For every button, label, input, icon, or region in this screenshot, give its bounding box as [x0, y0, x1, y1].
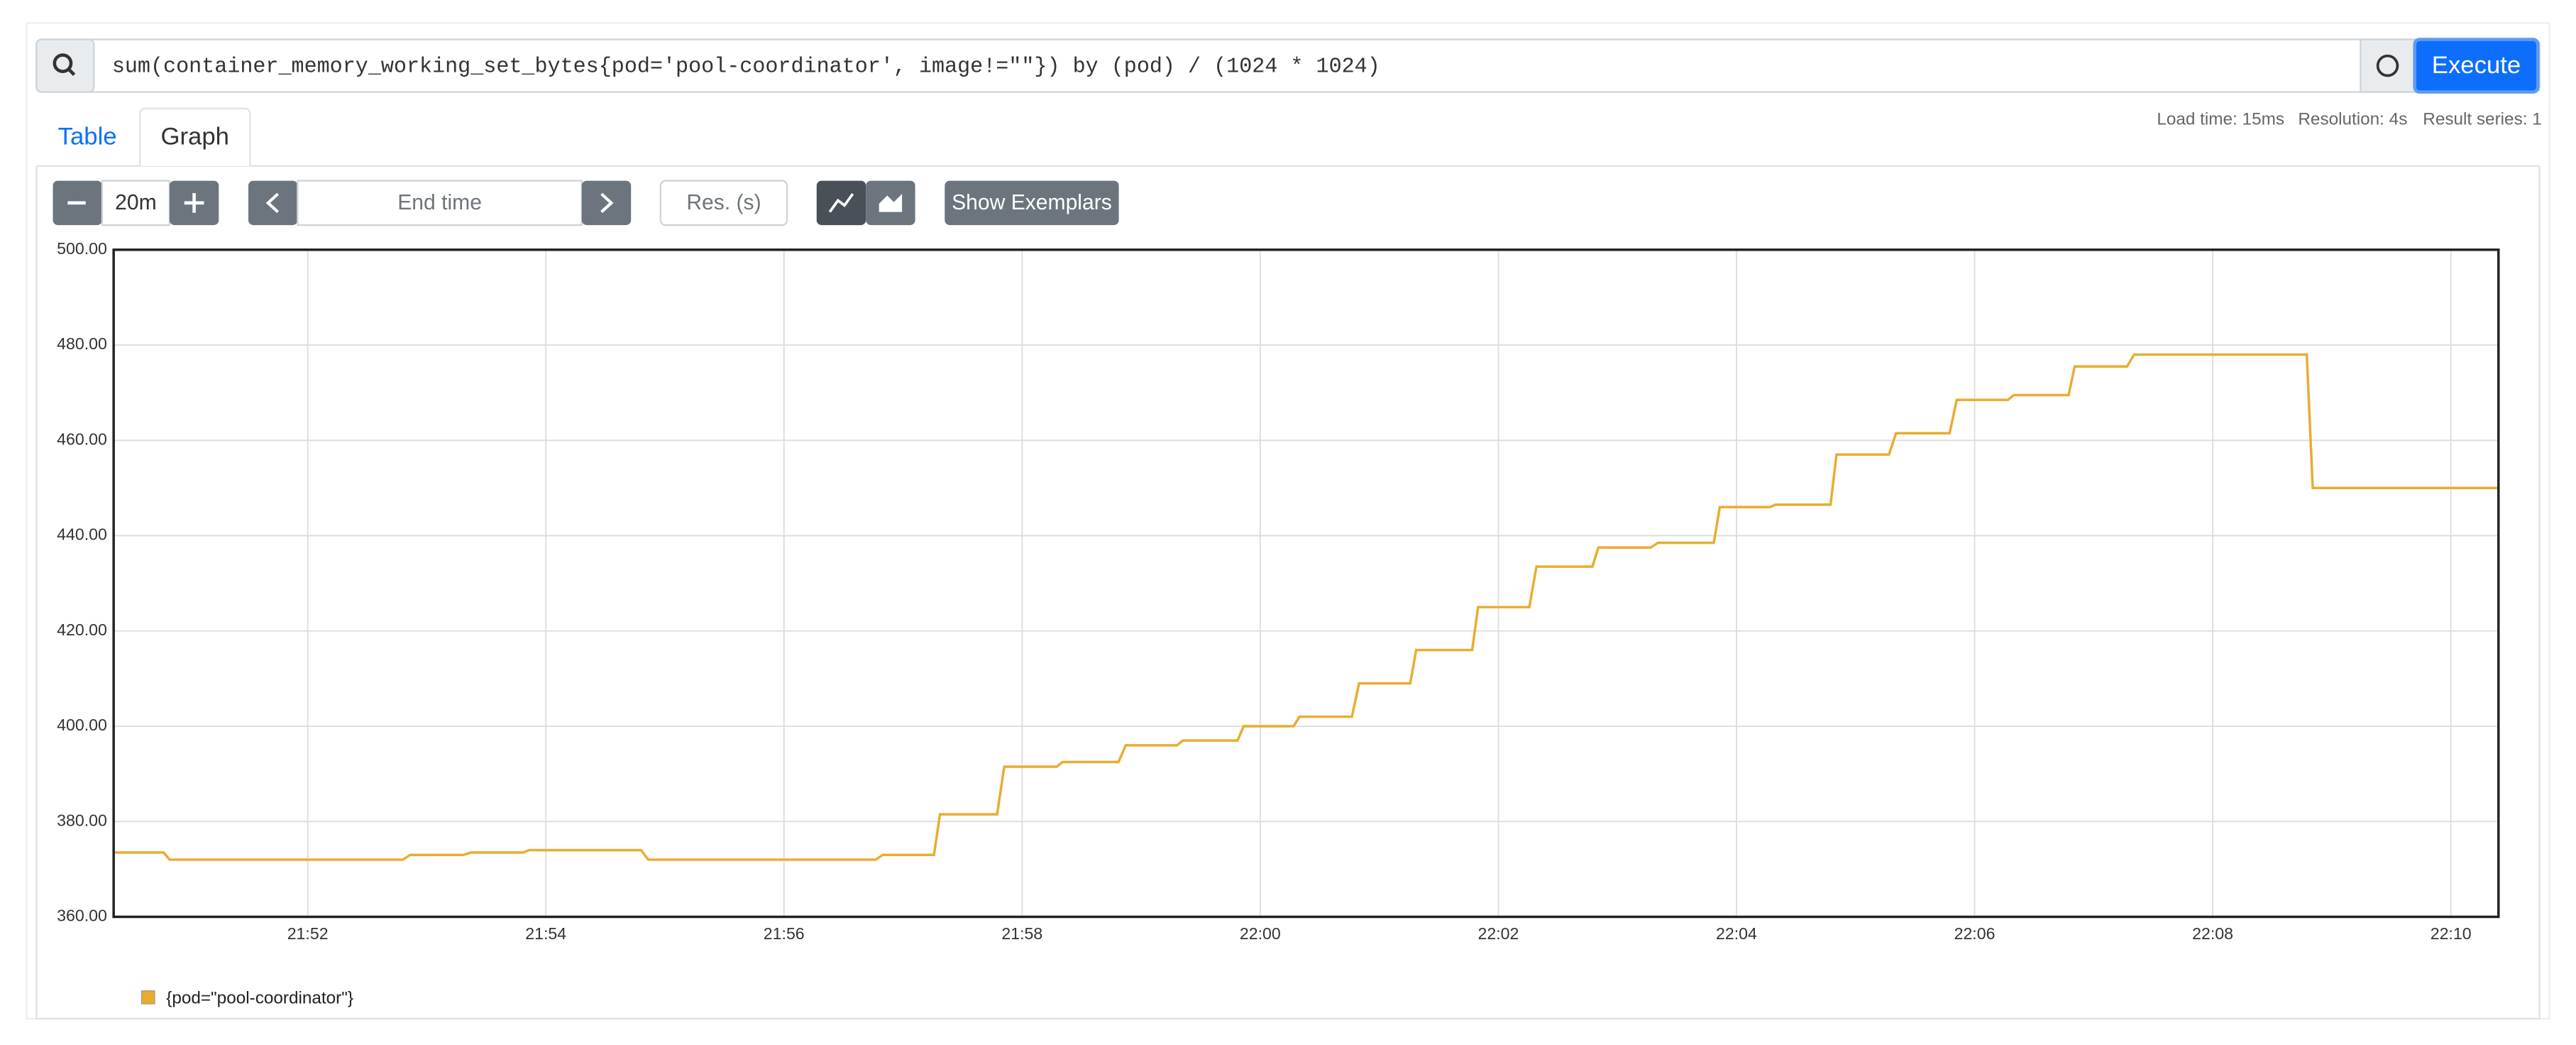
y-tick-label: 380.00: [57, 811, 107, 829]
x-tick-label: 21:58: [1001, 924, 1042, 943]
plus-icon: [184, 192, 204, 213]
resolution: Resolution: 4s: [2298, 109, 2407, 128]
show-exemplars-button[interactable]: [945, 180, 1119, 226]
search-icon: [53, 53, 76, 76]
card: [26, 22, 2550, 1020]
area-icon: [879, 194, 903, 212]
x-tick-label: 21:54: [525, 924, 566, 943]
next-button[interactable]: [581, 180, 632, 226]
y-tick-label: 400.00: [57, 716, 107, 734]
y-tick-label: 360.00: [57, 907, 107, 925]
line-icon: [828, 193, 854, 213]
y-tick-label: 420.00: [57, 620, 107, 639]
table-tab[interactable]: Table: [58, 124, 117, 151]
x-tick-label: 22:10: [2431, 924, 2472, 943]
load-time: Load time: 15ms: [2157, 109, 2284, 128]
x-tick-label: 21:56: [764, 924, 805, 943]
show-exemplars-label: Show Exemplars: [952, 191, 1112, 214]
y-tick-label: 460.00: [57, 430, 107, 448]
x-tick-label: 22:02: [1477, 924, 1519, 943]
execute-button[interactable]: [2413, 38, 2540, 94]
result-series: Result series: 1: [2423, 109, 2541, 128]
y-tick-label: 480.00: [57, 334, 107, 353]
globe-icon: [2376, 54, 2399, 77]
plot: [114, 353, 2499, 861]
x-tick-label: 22:06: [1954, 924, 1996, 943]
legend-swatch[interactable]: [141, 990, 155, 1005]
legend-label[interactable]: {pod="pool-coordinator"}: [166, 989, 353, 1008]
end-time-placeholder: End time: [397, 191, 482, 214]
series-line: [114, 353, 2499, 861]
x-tick-label: 22:04: [1716, 924, 1757, 943]
graph-tab[interactable]: [139, 107, 251, 166]
x-tick-label: 21:52: [287, 924, 329, 943]
range-value: 20m: [115, 191, 157, 214]
prev-icon: [265, 192, 280, 214]
search-icon-box: [35, 38, 95, 93]
resolution-input[interactable]: [659, 180, 788, 226]
x-tick-label: 22:00: [1240, 924, 1281, 943]
y-tick-label: 500.00: [57, 239, 107, 258]
query-input[interactable]: sum(container_memory_working_set_bytes{p…: [112, 55, 1380, 80]
plot-frame: [112, 248, 2500, 919]
metrics-explorer-button[interactable]: [2360, 38, 2416, 93]
range-input[interactable]: [101, 180, 171, 226]
y-tick-label: 440.00: [57, 525, 107, 544]
next-icon: [600, 192, 614, 214]
execute-label: Execute: [2432, 52, 2521, 79]
x-tick-label: 22:08: [2192, 924, 2233, 943]
prev-button[interactable]: [248, 180, 298, 226]
end-time-input[interactable]: [297, 180, 583, 226]
graph-tab-label: Graph: [160, 124, 229, 151]
resolution-placeholder: Res. (s): [686, 191, 761, 214]
panel-border: [35, 165, 2541, 1020]
